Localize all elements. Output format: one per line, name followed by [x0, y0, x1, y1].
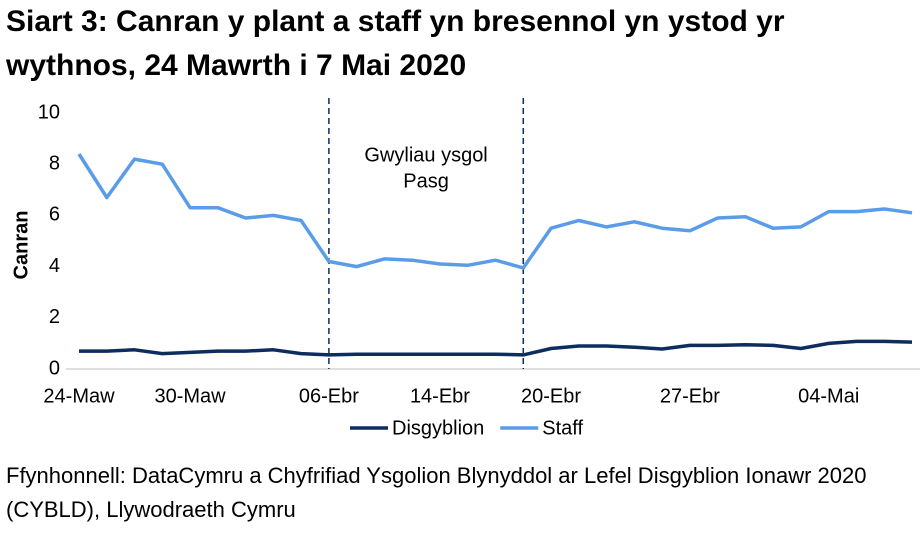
y-tick-label: 10 — [38, 101, 60, 123]
annotation: Pasg — [403, 170, 449, 192]
x-tick-label: 14-Ebr — [410, 385, 470, 407]
chart-title: Siart 3: Canran y plant a staff yn brese… — [6, 5, 785, 82]
series-line — [79, 339, 913, 357]
x-tick-label: 06-Ebr — [299, 385, 359, 407]
x-tick-label: 24-Maw — [43, 385, 115, 407]
legend-label: Disgyblion — [392, 417, 484, 439]
x-tick-label: 27-Ebr — [660, 385, 720, 407]
y-tick-label: 2 — [49, 306, 60, 328]
y-axis-label: Canran — [10, 211, 32, 280]
y-tick-label: 6 — [49, 204, 60, 226]
y-tick-label: 4 — [49, 255, 60, 277]
y-tick-label: 0 — [49, 357, 60, 379]
x-tick-label: 30-Maw — [154, 385, 226, 407]
series-line — [77, 153, 913, 270]
source-note: Ffynhonnell: DataCymru a Chyfrifiad Ysgo… — [6, 463, 867, 522]
x-tick-label: 20-Ebr — [521, 385, 581, 407]
annotation: Gwyliau ysgol — [364, 144, 487, 166]
chart: 0 2 4 6 8 10 Canran 24-Maw 30-Maw 06-Ebr 14-Ebr 20-… — [10, 98, 920, 439]
y-tick-label: 8 — [49, 152, 60, 174]
legend-label: Staff — [542, 417, 583, 439]
x-tick-label: 04-Mai — [798, 385, 859, 407]
